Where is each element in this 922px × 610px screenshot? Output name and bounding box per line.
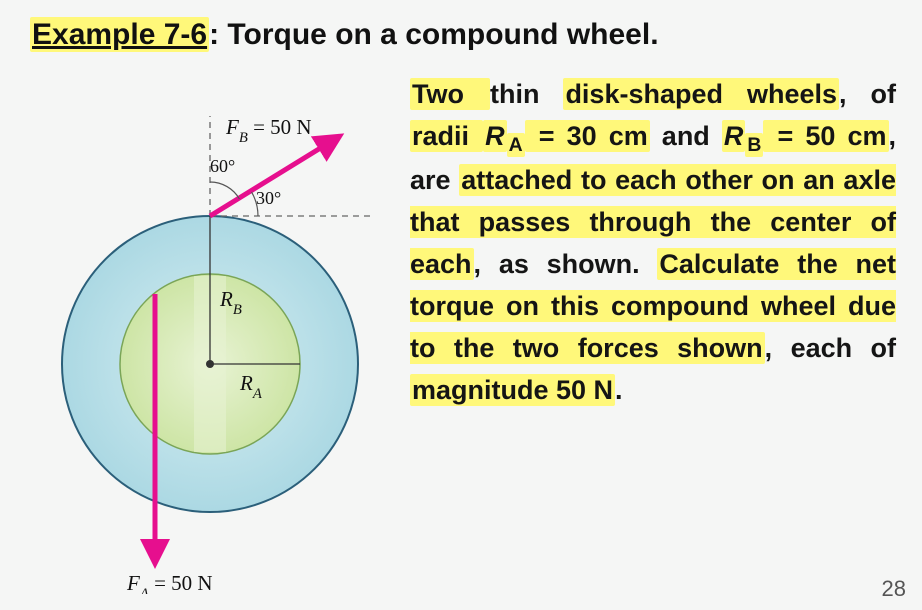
label-60: 60° [210, 156, 235, 176]
problem-statement: Two thin disk-shaped wheels, of radii RA… [410, 74, 896, 411]
compound-wheel-diagram: FB = 50 N60°30°RBRAFA = 50 N [30, 74, 390, 594]
title: Example 7-6: Torque on a compound wheel. [30, 18, 896, 52]
label-30: 30° [256, 188, 281, 208]
diagram-column: FB = 50 N60°30°RBRAFA = 50 N [30, 74, 390, 594]
angle-60-arc [210, 182, 239, 199]
page: Example 7-6: Torque on a compound wheel.… [0, 0, 922, 610]
example-label: Example 7-6 [30, 17, 209, 52]
page-number: 28 [882, 576, 906, 602]
label-fb: FB = 50 N [225, 115, 312, 146]
title-text: : Torque on a compound wheel. [209, 18, 658, 51]
text-column: Two thin disk-shaped wheels, of radii RA… [390, 74, 896, 594]
content-row: FB = 50 N60°30°RBRAFA = 50 N Two thin di… [30, 74, 896, 594]
label-fa: FA = 50 N [126, 571, 213, 594]
